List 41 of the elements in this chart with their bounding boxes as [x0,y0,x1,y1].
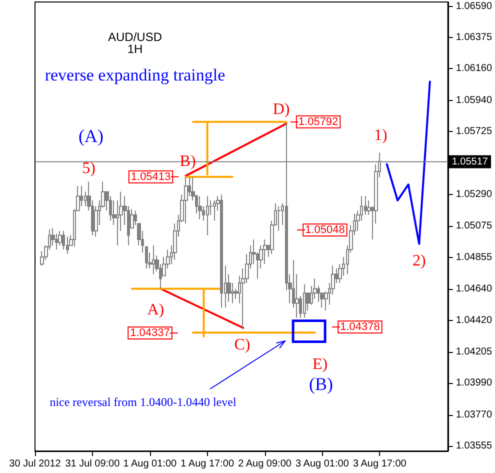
annotation: 5) [82,160,96,178]
y-tick-label: 1.04640 [456,283,492,294]
x-tick-label: 1 Aug 17:00 [180,458,234,470]
text: AUD/USD [108,30,162,44]
x-tick-label: 1 Aug 01:00 [123,458,178,470]
y-tick-label: 1.05725 [456,126,492,138]
text: 1H [127,42,143,56]
x-tick-label: 3 Aug 17:00 [352,458,407,470]
x-tick-label: 2 Aug 09:00 [238,458,292,470]
annotation: C) [234,336,250,354]
y-tick-label: 1.04205 [456,346,492,358]
annotation: nice reversal from 1.0400-1.0440 level [50,395,237,409]
x-tick-label: 31 Jul 09:00 [65,458,120,470]
annotation: D) [272,101,290,118]
y-tick-label: 1.03555 [456,440,492,452]
y-tick-label: 1.03770 [456,409,492,420]
y-tick-label: 1.04420 [456,315,492,326]
y-tick-label: 1.05940 [456,94,492,106]
annotation: 2) [412,252,426,270]
annotation: (B) [309,374,333,394]
ref-line-label: 1.05517 [452,156,488,168]
annotation: 1.04337 [130,327,170,339]
y-tick-label: 1.05075 [456,220,492,232]
y-tick-label: 1.06590 [456,0,492,12]
y-tick-label: 1.06160 [456,63,492,74]
annotation: 1.05413 [130,170,171,183]
annotation: E) [312,356,328,374]
annotation: reverse expanding traingle [44,66,226,84]
y-tick-label: 1.05290 [456,189,492,200]
annotation: (A) [78,126,104,146]
y-tick-label: 1.04855 [456,252,492,264]
y-tick-label: 1.06375 [456,32,492,43]
annotation: A) [147,301,164,318]
x-tick-label: 30 Jul 2012 [9,458,62,470]
y-tick-label: 1.03990 [456,377,492,388]
x-tick-label: 3 Aug 01:00 [296,458,350,470]
annotation: 1.05048 [305,224,345,236]
annotation: B) [180,152,196,170]
annotation: 1.05792 [298,116,338,128]
annotation: 1) [374,127,388,144]
annotation: 1.04378 [340,321,380,333]
